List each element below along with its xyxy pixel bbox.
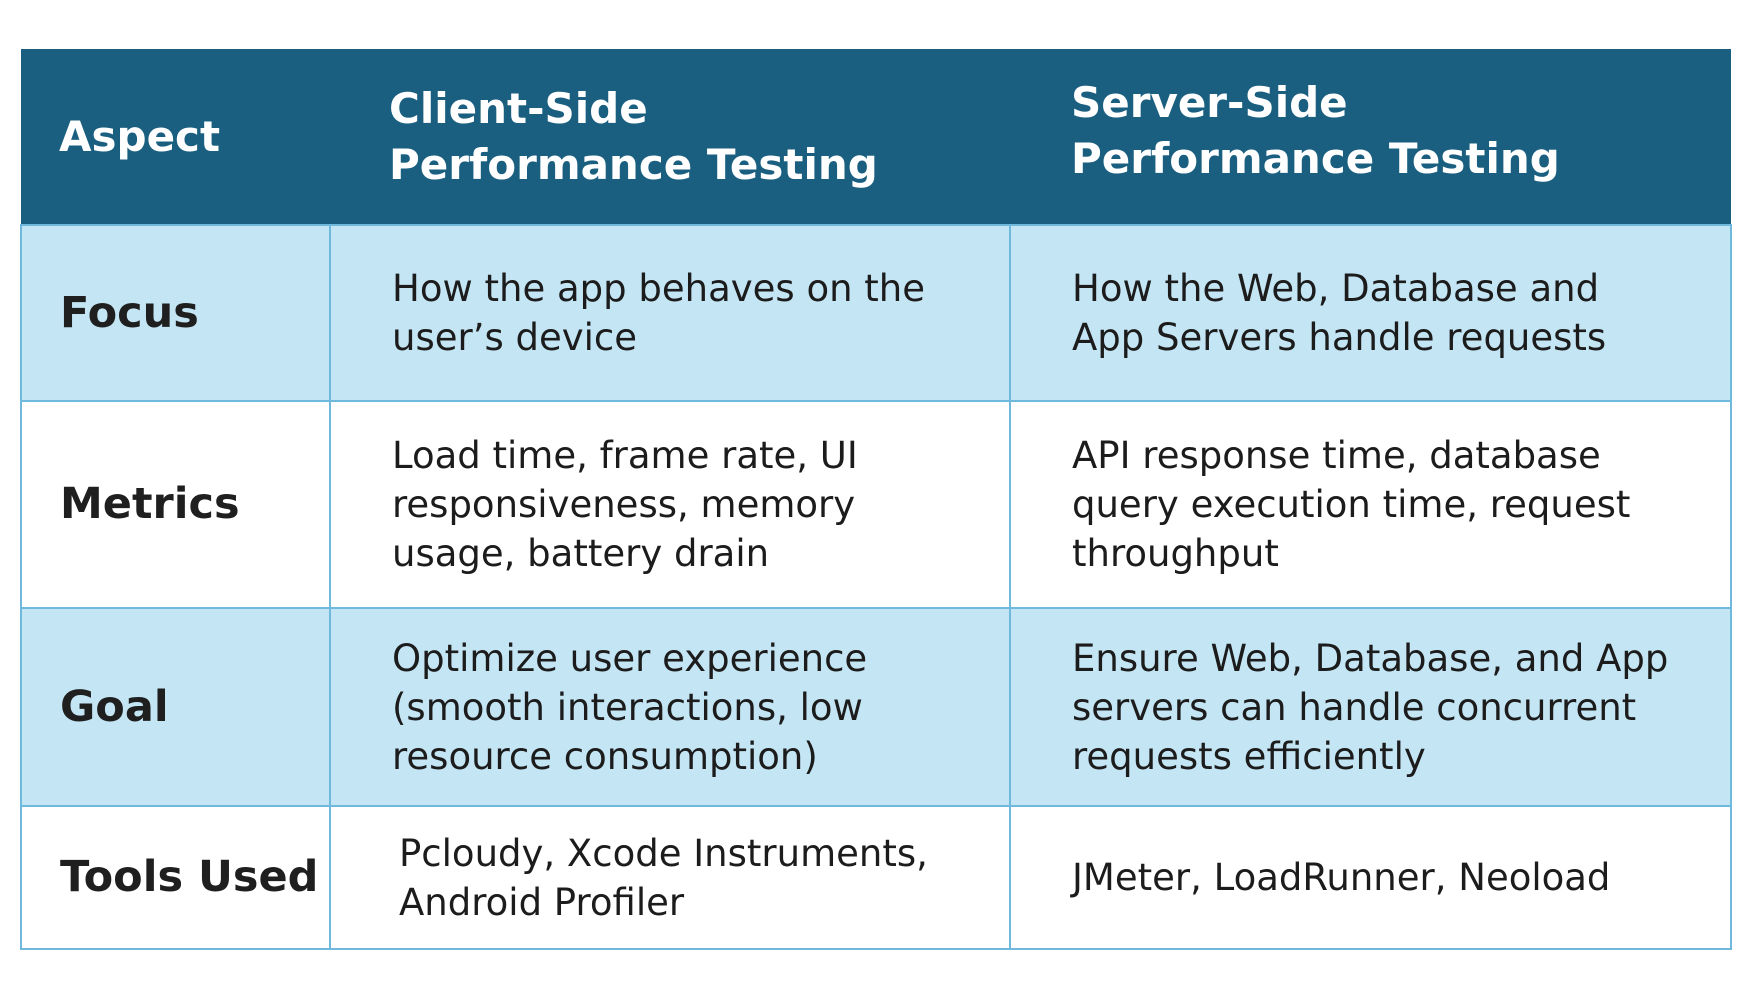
client-cell: Pcloudy, Xcode Instruments, Android Prof… bbox=[329, 805, 1011, 950]
aspect-cell: Tools Used bbox=[20, 805, 331, 950]
client-cell: Load time, frame rate, UI responsiveness… bbox=[329, 400, 1011, 609]
aspect-cell: Metrics bbox=[20, 400, 331, 609]
aspect-cell: Focus bbox=[20, 224, 331, 402]
header-aspect: Aspect bbox=[21, 49, 330, 225]
client-cell: Optimize user experience (smooth interac… bbox=[329, 607, 1011, 807]
table-row-focus: Focus How the app behaves on the user’s … bbox=[20, 224, 1732, 402]
table-row-goal: Goal Optimize user experience (smooth in… bbox=[20, 607, 1732, 807]
server-cell: Ensure Web, Database, and App servers ca… bbox=[1009, 607, 1732, 807]
server-cell: How the Web, Database and App Servers ha… bbox=[1009, 224, 1732, 402]
table-row-metrics: Metrics Load time, frame rate, UI respon… bbox=[20, 400, 1732, 609]
performance-testing-comparison-table: Aspect Client-Side Performance Testing S… bbox=[20, 49, 1732, 950]
table-header-row: Aspect Client-Side Performance Testing S… bbox=[21, 49, 1731, 225]
table-row-tools-used: Tools Used Pcloudy, Xcode Instruments, A… bbox=[20, 805, 1732, 950]
comparison-table-container: Aspect Client-Side Performance Testing S… bbox=[20, 49, 1732, 950]
server-cell: API response time, database query execut… bbox=[1009, 400, 1732, 609]
aspect-cell: Goal bbox=[20, 607, 331, 807]
client-cell: How the app behaves on the user’s device bbox=[329, 224, 1011, 402]
header-server-side: Server-Side Performance Testing bbox=[1010, 49, 1731, 225]
server-cell: JMeter, LoadRunner, Neoload bbox=[1009, 805, 1732, 950]
header-client-side: Client-Side Performance Testing bbox=[330, 49, 1010, 225]
